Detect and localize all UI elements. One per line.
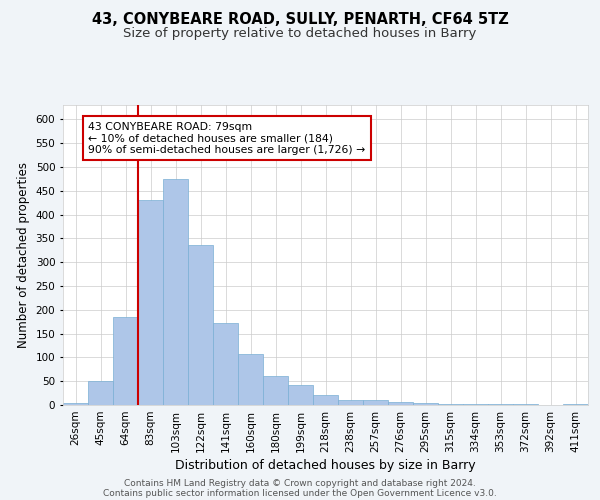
Bar — [263, 376, 288, 405]
Bar — [388, 402, 413, 405]
Bar — [238, 354, 263, 405]
Bar — [363, 400, 388, 405]
Bar — [338, 400, 363, 405]
Text: Contains public sector information licensed under the Open Government Licence v3: Contains public sector information licen… — [103, 488, 497, 498]
Bar — [513, 404, 538, 405]
Bar — [88, 381, 113, 405]
Bar — [488, 404, 513, 405]
Bar — [288, 384, 313, 405]
Bar — [413, 402, 438, 405]
Bar — [563, 404, 588, 405]
Y-axis label: Number of detached properties: Number of detached properties — [17, 162, 30, 348]
Text: 43 CONYBEARE ROAD: 79sqm
← 10% of detached houses are smaller (184)
90% of semi-: 43 CONYBEARE ROAD: 79sqm ← 10% of detach… — [88, 122, 365, 155]
Bar — [138, 200, 163, 405]
Text: Size of property relative to detached houses in Barry: Size of property relative to detached ho… — [124, 28, 476, 40]
Text: Contains HM Land Registry data © Crown copyright and database right 2024.: Contains HM Land Registry data © Crown c… — [124, 478, 476, 488]
Bar — [188, 244, 213, 405]
Bar — [163, 179, 188, 405]
Bar — [438, 404, 463, 405]
X-axis label: Distribution of detached houses by size in Barry: Distribution of detached houses by size … — [175, 459, 476, 472]
Bar — [63, 402, 88, 405]
Bar — [313, 394, 338, 405]
Bar — [113, 317, 138, 405]
Bar — [213, 323, 238, 405]
Text: 43, CONYBEARE ROAD, SULLY, PENARTH, CF64 5TZ: 43, CONYBEARE ROAD, SULLY, PENARTH, CF64… — [92, 12, 508, 28]
Bar — [463, 404, 488, 405]
